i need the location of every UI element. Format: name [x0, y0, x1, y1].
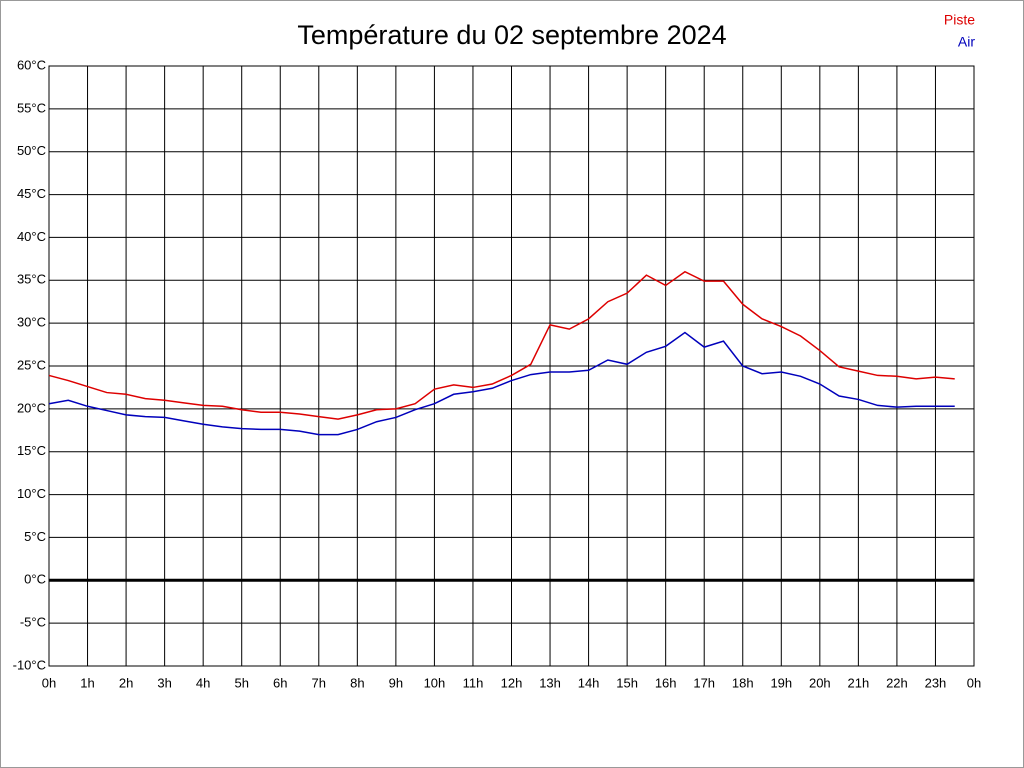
y-tick-label: 0°C: [24, 572, 46, 587]
x-tick-label: 13h: [539, 675, 561, 690]
x-tick-label: 12h: [501, 675, 523, 690]
x-tick-label: 23h: [925, 675, 947, 690]
x-tick-label: 9h: [389, 675, 403, 690]
legend-label: Air: [958, 34, 975, 50]
x-tick-label: 19h: [770, 675, 792, 690]
y-tick-label: 60°C: [17, 57, 46, 72]
x-tick-label: 16h: [655, 675, 677, 690]
series-line: [48, 270, 955, 420]
y-tick-label: 55°C: [17, 100, 46, 115]
y-tick-label: 15°C: [17, 443, 46, 458]
x-tick-label: 5h: [234, 675, 248, 690]
x-tick-label: 11h: [463, 675, 484, 690]
y-tick-label: 5°C: [24, 529, 46, 544]
x-tick-label: 8h: [350, 675, 364, 690]
y-tick-label: 25°C: [17, 357, 46, 372]
x-tick-label: 10h: [424, 675, 446, 690]
x-tick-label: 18h: [732, 675, 754, 690]
y-tick-label: -10°C: [13, 657, 46, 672]
y-tick-label: 50°C: [17, 143, 46, 158]
x-tick-label: 1h: [80, 675, 94, 690]
x-tick-label: 14h: [578, 675, 600, 690]
x-tick-label: 17h: [693, 675, 715, 690]
x-tick-label: 0h: [967, 675, 981, 690]
x-tick-label: 20h: [809, 675, 831, 690]
chart-title: Température du 02 septembre 2024: [297, 20, 726, 50]
x-tick-label: 2h: [119, 675, 133, 690]
x-tick-label: 4h: [196, 675, 210, 690]
legend-label: Piste: [944, 12, 975, 28]
series-line: [48, 331, 955, 436]
x-tick-label: 0h: [42, 675, 56, 690]
x-tick-label: 15h: [616, 675, 638, 690]
x-tick-label: 22h: [886, 675, 908, 690]
x-tick-label: 21h: [848, 675, 870, 690]
y-tick-label: 35°C: [17, 272, 46, 287]
x-tick-label: 6h: [273, 675, 287, 690]
y-tick-label: 20°C: [17, 400, 46, 415]
y-tick-label: 45°C: [17, 186, 46, 201]
y-tick-label: 40°C: [17, 229, 46, 244]
x-tick-label: 3h: [157, 675, 171, 690]
x-tick-label: 7h: [312, 675, 326, 690]
y-tick-label: 10°C: [17, 486, 46, 501]
y-tick-label: -5°C: [20, 615, 46, 630]
y-tick-label: 30°C: [17, 315, 46, 330]
